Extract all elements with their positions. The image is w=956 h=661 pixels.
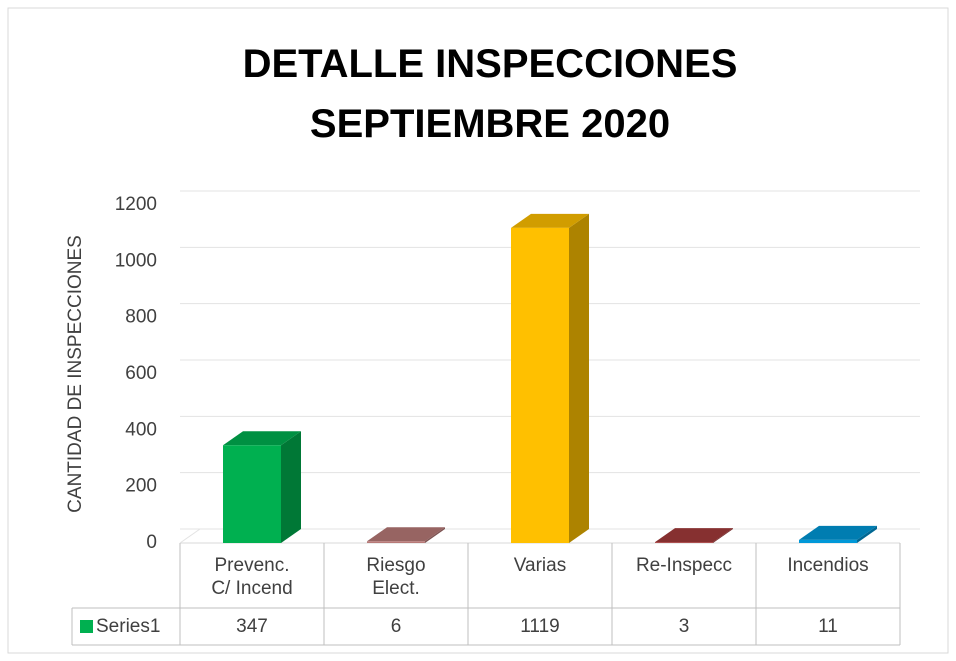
bar	[655, 542, 713, 543]
legend-swatch	[80, 620, 93, 633]
floor-edge	[179, 528, 201, 544]
bar	[799, 539, 857, 543]
bar	[223, 445, 281, 543]
legend-label: Series1	[96, 616, 161, 637]
bar-top	[367, 527, 445, 542]
bar-top	[511, 213, 589, 228]
y-tick-label: 1200	[115, 194, 157, 215]
y-tick-label: 600	[125, 363, 157, 384]
chart-border	[7, 7, 949, 654]
bar-side	[857, 525, 877, 543]
x-tick-label: Riesgo Elect.	[366, 555, 426, 599]
chart-title: DETALLE INSPECCIONES SEPTIEMBRE 2020	[242, 42, 738, 146]
table-value: 347	[236, 616, 268, 637]
x-tick-label: Varias	[513, 555, 567, 576]
bar-top	[223, 431, 301, 446]
bar-side	[425, 527, 445, 543]
bar	[367, 541, 425, 543]
bar-top	[799, 525, 877, 540]
y-axis-label: CANTIDAD DE INSPECCIONES	[65, 235, 86, 513]
y-tick-label: 200	[125, 476, 157, 497]
table-value: 3	[678, 616, 690, 637]
bar	[511, 227, 569, 543]
bar-side	[569, 213, 589, 543]
bar-side	[281, 431, 301, 543]
bar-side	[713, 528, 733, 543]
bar-top	[655, 528, 733, 543]
y-tick-label: 800	[125, 307, 157, 328]
y-tick-label: 0	[146, 532, 157, 553]
table-value: 6	[390, 616, 402, 637]
table-value: 11	[818, 616, 838, 637]
x-tick-label: Re-Inspecc	[635, 555, 733, 576]
y-tick-label: 1000	[115, 250, 157, 271]
x-tick-label: Prevenc. C/ Incend	[211, 555, 293, 599]
x-tick-label: Incendios	[787, 555, 869, 576]
table-value: 1119	[520, 616, 560, 637]
y-tick-label: 400	[125, 419, 157, 440]
